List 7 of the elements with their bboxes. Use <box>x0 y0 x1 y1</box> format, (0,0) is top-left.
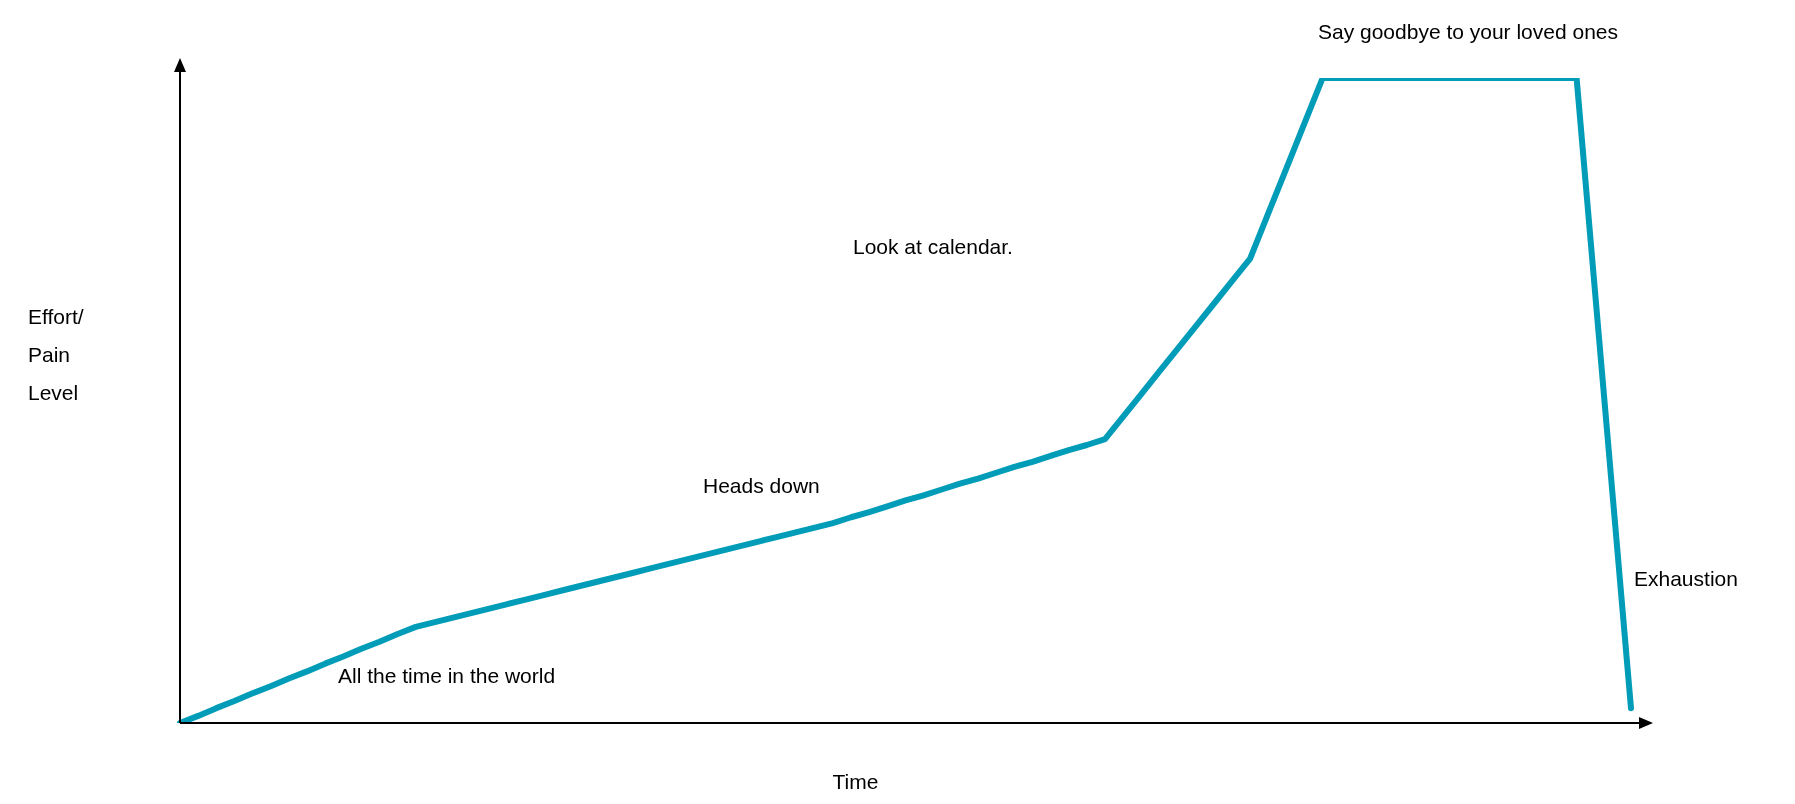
annotation: Heads down <box>703 473 820 497</box>
annotation: Exhaustion <box>1634 566 1738 590</box>
y-axis-title: Effort/ Pain Level <box>28 304 84 404</box>
text: Say goodbye to your loved ones <box>1317 19 1619 43</box>
annotation: Look at calendar. <box>853 234 1013 258</box>
x-axis-title: Time <box>832 769 879 793</box>
annotation: All the time in the world <box>338 663 556 687</box>
